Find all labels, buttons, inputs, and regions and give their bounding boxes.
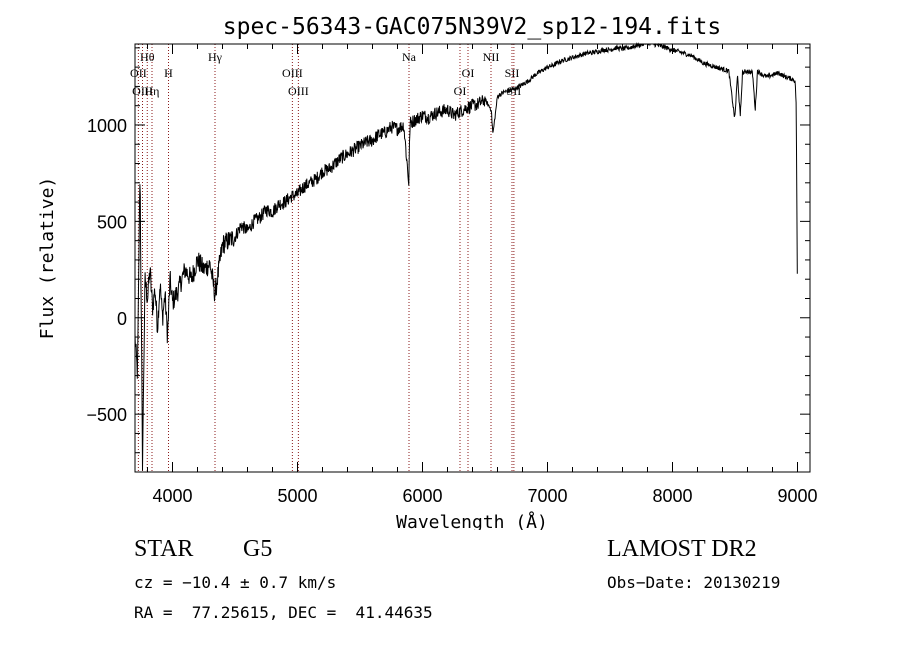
line-marker-label: OIII bbox=[132, 84, 153, 98]
x-tick-label: 7000 bbox=[527, 486, 567, 506]
plot-frame bbox=[134, 43, 811, 473]
line-marker-label: OI bbox=[462, 66, 475, 80]
line-marker-label: Hθ bbox=[140, 50, 155, 64]
y-tick-label: 0 bbox=[117, 309, 127, 329]
line-marker-label: OI bbox=[454, 84, 467, 98]
redshift-velocity: cz = −10.4 ± 0.7 km/s bbox=[134, 573, 337, 592]
spectrum-series-line bbox=[134, 42, 798, 471]
x-tick-label: 9000 bbox=[777, 486, 817, 506]
line-marker-label: NII bbox=[483, 50, 500, 64]
y-tick-label: −500 bbox=[86, 405, 127, 425]
y-tick-label: 500 bbox=[97, 212, 127, 232]
ra-dec-coordinates: RA = 77.25615, DEC = 41.44635 bbox=[134, 603, 433, 622]
line-marker-label: OIII bbox=[282, 66, 303, 80]
y-axis-label: Flux (relative) bbox=[37, 177, 58, 340]
line-marker-label: SII bbox=[505, 66, 520, 80]
line-marker-label: Na bbox=[402, 50, 417, 64]
spectrum-chart: spec-56343-GAC075N39V2_sp12-194.fits Hθ O… bbox=[37, 14, 818, 530]
observation-date: Obs−Date: 20130219 bbox=[607, 573, 781, 592]
line-marker-label: Hγ bbox=[208, 50, 223, 64]
line-marker-label: H bbox=[164, 66, 173, 80]
y-tick-label: 1000 bbox=[87, 116, 127, 136]
x-tick-label: 8000 bbox=[652, 486, 692, 506]
line-marker-label: OIII bbox=[288, 84, 309, 98]
object-subclass: G5 bbox=[243, 536, 273, 562]
x-tick-label: 4000 bbox=[152, 486, 192, 506]
x-tick-label: 6000 bbox=[402, 486, 442, 506]
survey-name: LAMOST DR2 bbox=[607, 536, 757, 562]
object-class: STAR bbox=[134, 536, 194, 562]
axis-ticks: 4000 5000 6000 7000 8000 9000 −500 0 500 1000 bbox=[86, 44, 818, 506]
chart-title: spec-56343-GAC075N39V2_sp12-194.fits bbox=[223, 14, 722, 40]
x-tick-label: 5000 bbox=[277, 486, 317, 506]
x-axis-label: Wavelength (Å) bbox=[396, 511, 548, 530]
line-marker-label: OII bbox=[130, 66, 147, 80]
line-marker-label: Hη bbox=[145, 84, 160, 98]
